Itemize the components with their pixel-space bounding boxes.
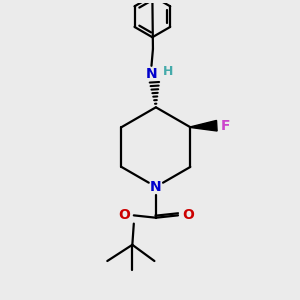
Text: N: N [150, 180, 162, 194]
Text: N: N [146, 67, 157, 81]
Text: H: H [163, 64, 173, 78]
Text: F: F [220, 119, 230, 133]
Polygon shape [190, 120, 217, 131]
Text: O: O [182, 208, 194, 222]
Text: O: O [118, 208, 130, 222]
